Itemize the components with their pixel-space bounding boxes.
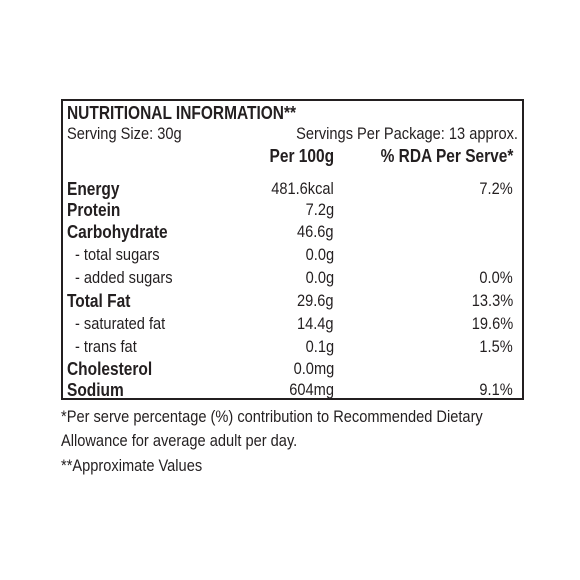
per-100g-value: 481.6kcal bbox=[271, 179, 334, 198]
rda-value: 9.1% bbox=[479, 380, 513, 399]
serving-row: Serving Size: 30g Servings Per Package: … bbox=[63, 124, 522, 144]
row-energy: Energy 481.6kcal 7.2% bbox=[63, 179, 522, 199]
row-added-sugars: - added sugars 0.0g 0.0% bbox=[63, 268, 522, 288]
row-total-sugars: - total sugars 0.0g bbox=[63, 245, 522, 265]
footnote-approximate: **Approximate Values bbox=[61, 456, 203, 475]
row-cholesterol: Cholesterol 0.0mg bbox=[63, 359, 522, 379]
servings-per-package: Servings Per Package: 13 approx. bbox=[296, 124, 518, 143]
nutrient-name: - added sugars bbox=[75, 268, 173, 287]
per-100g-value: 0.1g bbox=[305, 337, 334, 356]
column-header-rda: % RDA Per Serve* bbox=[380, 146, 513, 166]
footnote-rda-cont: Allowance for average adult per day. bbox=[61, 431, 298, 450]
per-100g-value: 0.0mg bbox=[293, 359, 334, 378]
row-carbohydrate: Carbohydrate 46.6g bbox=[63, 222, 522, 242]
nutrient-name: Carbohydrate bbox=[67, 222, 168, 242]
per-100g-value: 29.6g bbox=[297, 291, 334, 310]
row-sodium: Sodium 604mg 9.1% bbox=[63, 380, 522, 400]
footnote-rda: *Per serve percentage (%) contribution t… bbox=[61, 407, 483, 426]
per-100g-value: 0.0g bbox=[305, 245, 334, 264]
row-total-fat: Total Fat 29.6g 13.3% bbox=[63, 291, 522, 311]
rda-value: 13.3% bbox=[471, 291, 513, 310]
per-100g-value: 0.0g bbox=[305, 268, 334, 287]
per-100g-value: 14.4g bbox=[297, 314, 334, 333]
rda-value: 0.0% bbox=[479, 268, 513, 287]
nutrition-table: NUTRITIONAL INFORMATION** Serving Size: … bbox=[61, 99, 524, 400]
nutrient-name: - trans fat bbox=[75, 337, 137, 356]
nutrient-name: - saturated fat bbox=[75, 314, 166, 333]
serving-size: Serving Size: 30g bbox=[67, 124, 182, 143]
table-title: NUTRITIONAL INFORMATION** bbox=[67, 103, 297, 123]
nutrient-name: Energy bbox=[67, 179, 120, 199]
rda-value: 19.6% bbox=[471, 314, 513, 333]
per-100g-value: 604mg bbox=[289, 380, 334, 399]
nutrient-name: - total sugars bbox=[75, 245, 160, 264]
row-saturated-fat: - saturated fat 14.4g 19.6% bbox=[63, 314, 522, 334]
row-trans-fat: - trans fat 0.1g 1.5% bbox=[63, 337, 522, 357]
nutrient-name: Cholesterol bbox=[67, 359, 153, 379]
per-100g-value: 7.2g bbox=[305, 200, 334, 219]
nutrient-name: Protein bbox=[67, 200, 121, 220]
per-100g-value: 46.6g bbox=[297, 222, 334, 241]
column-header-per-100g: Per 100g bbox=[269, 146, 334, 166]
nutrient-name: Total Fat bbox=[67, 291, 131, 311]
rda-value: 7.2% bbox=[479, 179, 513, 198]
row-protein: Protein 7.2g bbox=[63, 200, 522, 220]
rda-value: 1.5% bbox=[479, 337, 513, 356]
column-header-row: Per 100g % RDA Per Serve* bbox=[63, 146, 522, 166]
nutrient-name: Sodium bbox=[67, 380, 124, 400]
